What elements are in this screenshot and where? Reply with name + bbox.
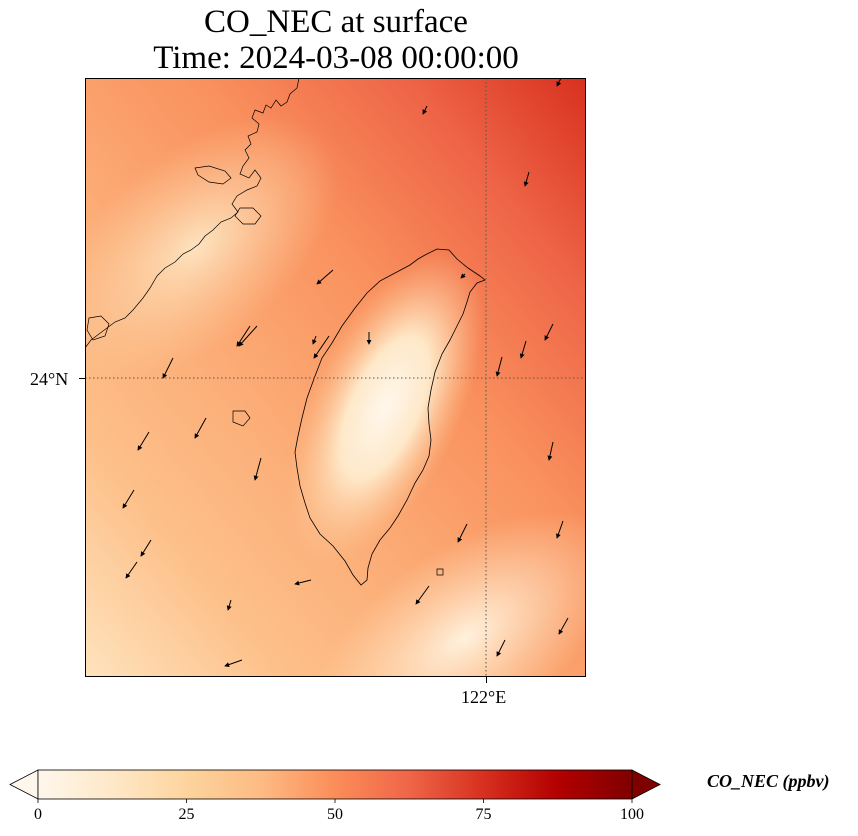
colorbar-gradient (37, 769, 633, 800)
longitude-tick-label: 122°E (461, 687, 507, 707)
wind-vector-arrow (544, 323, 554, 341)
wind-vector-arrow (496, 639, 506, 657)
map-border (85, 78, 586, 677)
longitude-tick-mark (486, 677, 487, 683)
coastal-island-outline (234, 207, 262, 225)
map-canvas (85, 78, 586, 677)
wind-vector-arrow (495, 356, 503, 377)
colorbar-tick-label: 25 (178, 806, 195, 823)
wind-vector-arrow (162, 357, 174, 379)
colorbar-extend-max (631, 769, 661, 800)
wind-vector-arrow (460, 273, 466, 279)
concentration-low-band-northwest (85, 116, 339, 380)
wind-vector-arrow (547, 441, 554, 461)
mainland-coastline (85, 78, 300, 349)
wind-vector-arrow (556, 520, 564, 539)
wind-vector-arrow (253, 457, 262, 481)
wind-vector-arrow (519, 340, 527, 359)
wind-vector-arrow (313, 335, 330, 359)
colorbar-tick-label: 50 (327, 806, 343, 823)
wind-vector-arrow (226, 599, 232, 611)
wind-vector-arrow (556, 78, 562, 87)
wind-vector-arrow (224, 659, 243, 667)
coastal-island-outline (194, 165, 232, 185)
wind-vector-arrow (137, 431, 150, 451)
colorbar-title: CO_NEC (ppbv) (707, 771, 830, 791)
map-title-time: Time: 2024-03-08 00:00:00 (153, 40, 519, 76)
colorbar-tick-label: 75 (475, 806, 492, 823)
colorbar-tick-label: 0 (34, 806, 42, 823)
wind-vectors (122, 78, 569, 667)
wind-vector-arrow (312, 335, 317, 345)
wind-vector-arrow (238, 325, 258, 347)
colorbar-tick-label: 100 (620, 806, 644, 823)
colorbar (9, 769, 661, 803)
wind-vector-arrow (422, 105, 428, 115)
wind-vector-arrow (558, 617, 569, 635)
colorbar-ticks (37, 799, 633, 803)
taiwan-coastline (294, 248, 486, 586)
concentration-minimum-over-island (286, 250, 484, 566)
wind-vector-arrow (415, 585, 430, 605)
coastal-island-outline (86, 315, 110, 341)
concentration-low-band-southeast (308, 511, 586, 677)
colorbar-extend-min (9, 769, 39, 800)
coastal-island-outline (232, 410, 251, 427)
wind-vector-arrow (294, 579, 312, 586)
map-title-variable: CO_NEC at surface (204, 4, 468, 40)
wind-vector-arrow (122, 489, 135, 509)
latitude-tick-mark (79, 378, 85, 379)
map-panel (85, 78, 586, 677)
wind-vector-arrow (316, 269, 334, 285)
wind-vector-arrow (236, 325, 251, 347)
wind-vector-arrow (125, 561, 138, 579)
wind-vector-arrow (457, 523, 468, 543)
coastal-island-outline (436, 568, 444, 576)
wind-vector-arrow (523, 171, 530, 187)
latitude-tick-label: 24°N (30, 369, 69, 389)
wind-vector-arrow (194, 417, 207, 439)
wind-vector-arrow (140, 539, 152, 557)
